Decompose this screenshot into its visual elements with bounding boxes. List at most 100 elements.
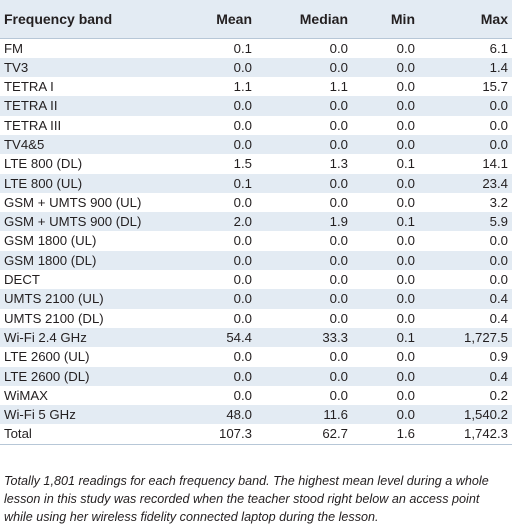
header-frequency-band: Frequency band <box>0 0 170 39</box>
median-cell: 0.0 <box>329 194 348 210</box>
frequency-band-cell: TETRA III <box>4 117 62 133</box>
min-cell: 0.0 <box>396 349 415 365</box>
max-cell: 23.4 <box>482 175 508 191</box>
table-row: LTE 800 (UL) 0.1 0.0 0.0 23.4 <box>0 173 512 193</box>
min-cell: 0.0 <box>396 98 415 114</box>
median-cell: 62.7 <box>256 424 352 445</box>
min-cell: 0.0 <box>396 387 415 403</box>
max-cell: 1,540.2 <box>464 407 508 423</box>
mean-cell: 54.4 <box>226 329 252 345</box>
table-row: UMTS 2100 (DL) 0.0 0.0 0.0 0.4 <box>0 308 512 328</box>
data-table: Frequency band Mean Median Min Max FM 0.1… <box>0 0 512 445</box>
header-min: Min <box>352 0 419 39</box>
table-row: Wi-Fi 5 GHz 48.0 11.6 0.0 1,540.2 <box>0 405 512 425</box>
mean-cell: 2.0 <box>233 214 252 230</box>
table-row: LTE 2600 (UL) 0.0 0.0 0.0 0.9 <box>0 347 512 367</box>
min-cell: 0.0 <box>396 59 415 75</box>
min-cell: 0.0 <box>396 368 415 384</box>
min-cell: 1.6 <box>352 424 419 445</box>
min-cell: 0.0 <box>396 117 415 133</box>
table-row: TETRA III 0.0 0.0 0.0 0.0 <box>0 115 512 135</box>
mean-cell: 0.0 <box>233 136 252 152</box>
frequency-band-cell: TV3 <box>4 59 29 75</box>
median-cell: 0.0 <box>329 252 348 268</box>
table-row: TV4&5 0.0 0.0 0.0 0.0 <box>0 134 512 155</box>
table-row: UMTS 2100 (UL) 0.0 0.0 0.0 0.4 <box>0 289 512 309</box>
median-cell: 0.0 <box>329 387 348 403</box>
table-row: DECT 0.0 0.0 0.0 0.0 <box>0 270 512 290</box>
table-row: GSM 1800 (UL) 0.0 0.0 0.0 0.0 <box>0 231 512 251</box>
max-cell: 0.4 <box>489 291 508 307</box>
median-cell: 0.0 <box>329 368 348 384</box>
median-cell: 0.0 <box>329 349 348 365</box>
header-median: Median <box>256 0 352 39</box>
min-cell: 0.1 <box>396 156 415 172</box>
mean-cell: 0.0 <box>233 272 252 288</box>
frequency-band-cell: Wi-Fi 2.4 GHz <box>4 329 87 345</box>
frequency-band-cell: DECT <box>4 272 40 288</box>
min-cell: 0.0 <box>396 136 415 152</box>
min-cell: 0.0 <box>396 194 415 210</box>
table-row: GSM + UMTS 900 (UL) 0.0 0.0 0.0 3.2 <box>0 192 512 213</box>
max-cell: 0.0 <box>489 136 508 152</box>
min-cell: 0.0 <box>396 407 415 423</box>
table-row: FM 0.1 0.0 0.0 6.1 <box>0 38 512 58</box>
max-cell: 0.9 <box>489 349 508 365</box>
frequency-band-cell: LTE 2600 (UL) <box>4 349 90 365</box>
frequency-band-cell: GSM + UMTS 900 (DL) <box>4 214 142 230</box>
max-cell: 0.0 <box>489 252 508 268</box>
frequency-band-cell: TETRA II <box>4 98 58 114</box>
max-cell: 0.4 <box>489 368 508 384</box>
frequency-band-cell: UMTS 2100 (UL) <box>4 291 104 307</box>
median-cell: 0.0 <box>329 117 348 133</box>
min-cell: 0.0 <box>396 79 415 95</box>
median-cell: 0.0 <box>329 310 348 326</box>
max-cell: 0.0 <box>489 98 508 114</box>
frequency-band-cell: GSM 1800 (DL) <box>4 252 97 268</box>
table-row: GSM + UMTS 900 (DL) 2.0 1.9 0.1 5.9 <box>0 212 512 232</box>
max-cell: 3.2 <box>489 194 508 210</box>
frequency-band-cell: TV4&5 <box>4 136 45 152</box>
max-cell: 0.4 <box>489 310 508 326</box>
mean-cell: 0.0 <box>233 59 252 75</box>
median-cell: 0.0 <box>329 233 348 249</box>
min-cell: 0.0 <box>396 291 415 307</box>
mean-cell: 0.1 <box>233 175 252 191</box>
table-body: FM 0.1 0.0 0.0 6.1 TV3 0.0 0.0 0.0 1.4 TETRA I 1.1 1… <box>0 38 512 445</box>
min-cell: 0.1 <box>396 214 415 230</box>
frequency-band-cell: TETRA I <box>4 79 54 95</box>
frequency-band-cell: GSM + UMTS 900 (UL) <box>4 194 142 210</box>
mean-cell: 1.5 <box>233 156 252 172</box>
max-cell: 0.2 <box>489 387 508 403</box>
frequency-band-cell: LTE 800 (DL) <box>4 156 83 172</box>
table-row: Wi-Fi 2.4 GHz 54.4 33.3 0.1 1,727.5 <box>0 327 512 348</box>
median-cell: 0.0 <box>329 136 348 152</box>
median-cell: 0.0 <box>329 291 348 307</box>
mean-cell: 0.0 <box>233 310 252 326</box>
table-row: LTE 2600 (DL) 0.0 0.0 0.0 0.4 <box>0 366 512 386</box>
max-cell: 1,742.3 <box>419 424 512 445</box>
median-cell: 0.0 <box>329 59 348 75</box>
max-cell: 5.9 <box>489 214 508 230</box>
max-cell: 0.0 <box>489 233 508 249</box>
min-cell: 0.0 <box>396 233 415 249</box>
frequency-band-cell: Wi-Fi 5 GHz <box>4 407 76 423</box>
max-cell: 1.4 <box>489 59 508 75</box>
mean-cell: 0.0 <box>233 117 252 133</box>
frequency-band-cell: WiMAX <box>4 387 48 403</box>
header-row: Frequency band Mean Median Min Max <box>0 0 512 39</box>
table-header: Frequency band Mean Median Min Max <box>0 0 512 39</box>
table-row: TV3 0.0 0.0 0.0 1.4 <box>0 57 512 78</box>
median-cell: 1.9 <box>329 214 348 230</box>
table-row: GSM 1800 (DL) 0.0 0.0 0.0 0.0 <box>0 250 512 271</box>
median-cell: 11.6 <box>323 407 348 423</box>
header-max: Max <box>419 0 512 39</box>
header-mean: Mean <box>170 0 256 39</box>
mean-cell: 0.0 <box>233 349 252 365</box>
table-row: TETRA II 0.0 0.0 0.0 0.0 <box>0 96 512 116</box>
mean-cell: 0.0 <box>233 98 252 114</box>
min-cell: 0.1 <box>396 329 415 345</box>
table-footnote: Totally 1,801 readings for each frequenc… <box>4 474 489 524</box>
frequency-band-cell: LTE 2600 (DL) <box>4 368 90 384</box>
mean-cell: 0.0 <box>233 194 252 210</box>
